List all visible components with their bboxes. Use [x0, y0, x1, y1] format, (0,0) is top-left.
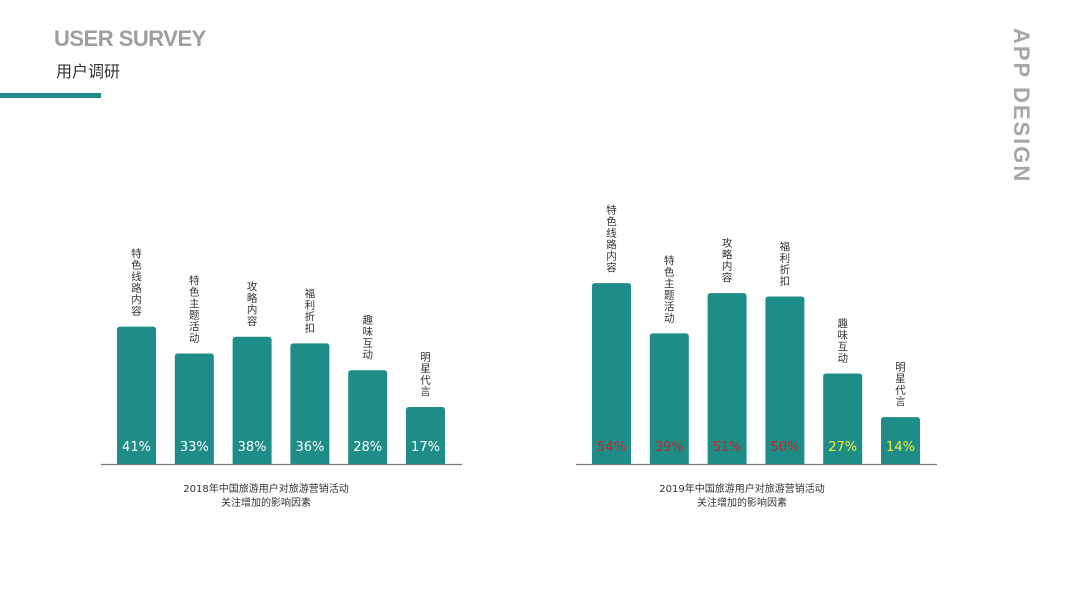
chart-1-value-label: 17% — [411, 440, 440, 455]
chart-2-value-label: 50% — [770, 440, 799, 455]
chart-1-value-label: 28% — [353, 440, 382, 455]
chart-2-category-label: 特色线路内容 — [606, 205, 617, 275]
chart-1-caption-line1: 2018年中国旅游用户对旅游营销活动 — [183, 484, 349, 495]
chart-1-caption-line2: 关注增加的影响因素 — [221, 498, 311, 509]
chart-1-category-label: 攻略内容 — [247, 280, 258, 328]
chart-1-bar — [290, 343, 330, 464]
chart-1-category-label: 特色线路内容 — [131, 248, 142, 318]
chart-2-category-label: 攻略内容 — [722, 237, 733, 285]
page-title-zh: 用户调研 — [56, 62, 121, 81]
chart-1-category-label: 明星代言 — [420, 352, 431, 399]
side-label: APP DESIGN — [1009, 28, 1034, 184]
chart-2-bar — [765, 296, 805, 464]
chart-2-caption-line2: 关注增加的影响因素 — [697, 498, 787, 509]
chart-1-bar — [117, 326, 156, 464]
chart-2-value-label: 27% — [828, 440, 857, 455]
chart-2-value-label: 39% — [655, 440, 684, 455]
chart-2-caption: 2019年中国旅游用户对旅游营销活动 关注增加的影响因素 — [612, 483, 872, 511]
chart-1-value-label: 36% — [295, 440, 324, 455]
chart-2-category-label: 明星代言 — [895, 362, 906, 409]
chart-2-category-label: 趣味互动 — [837, 317, 848, 365]
chart-1-bar — [174, 353, 214, 464]
chart-1-bar — [232, 336, 272, 464]
chart-2-bar — [881, 417, 920, 464]
chart-1-category-label: 特色主题活动 — [189, 275, 200, 345]
chart-2-caption-line1: 2019年中国旅游用户对旅游营销活动 — [659, 484, 825, 495]
chart-1-bar — [406, 407, 445, 464]
chart-2-bar — [823, 373, 863, 464]
chart-2-value-label: 14% — [886, 440, 915, 455]
chart-2-value-label: 54% — [597, 440, 626, 455]
chart-2-bar — [649, 333, 689, 464]
chart-1-value-label: 33% — [180, 440, 209, 455]
page-title-en: USER SURVEY — [54, 26, 206, 51]
chart-1-bar — [348, 370, 388, 464]
chart-2-bar — [592, 283, 631, 464]
accent-bar — [0, 93, 101, 98]
chart-1-category-label: 福利折扣 — [305, 287, 316, 335]
chart-1-value-label: 41% — [122, 440, 151, 455]
chart-2-bar — [707, 293, 747, 464]
chart-1-category-label: 趣味互动 — [362, 314, 373, 362]
chart-2-value-label: 51% — [713, 440, 742, 455]
chart-2-category-label: 福利折扣 — [780, 240, 791, 288]
chart-1-caption: 2018年中国旅游用户对旅游营销活动 关注增加的影响因素 — [136, 483, 396, 511]
chart-2-category-label: 特色主题活动 — [664, 255, 675, 325]
chart-1-value-label: 38% — [238, 440, 267, 455]
